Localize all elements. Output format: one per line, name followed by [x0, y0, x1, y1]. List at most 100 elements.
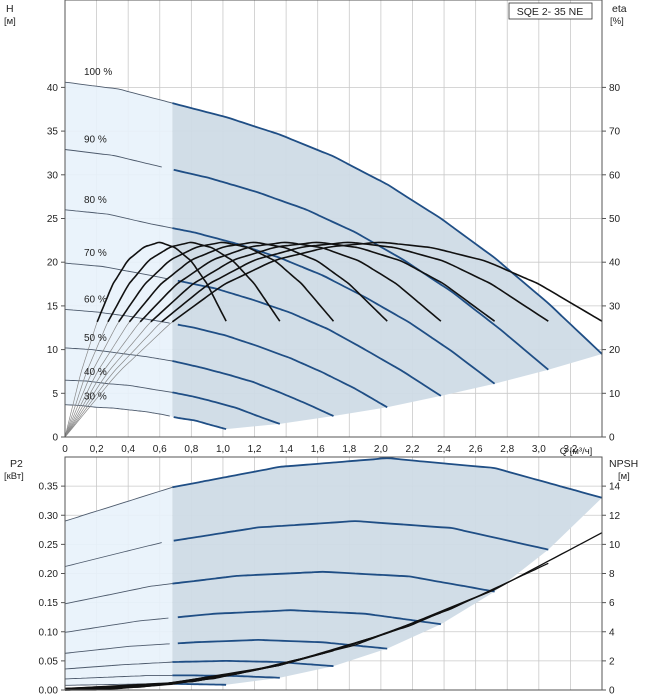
- eta-curve: [139, 241, 442, 323]
- x-tick-label: 1,6: [311, 444, 325, 455]
- power-left-tick-label: 0.35: [39, 482, 59, 493]
- speed-label: 50 %: [84, 333, 107, 344]
- eta-axis-unit: [%]: [610, 16, 624, 27]
- head-axis-label: H: [6, 3, 14, 15]
- head-left-tick-label: 10: [47, 345, 59, 356]
- x-tick-label: 2,8: [500, 444, 514, 455]
- power-extended-zone: [65, 487, 173, 686]
- head-plot-frame: [64, 0, 603, 438]
- power-left-tick-label: 0.00: [39, 686, 59, 697]
- head-right-tick-label: 40: [609, 258, 621, 269]
- power-curve-90pct: [173, 520, 549, 551]
- x-tick-label: 2,4: [437, 444, 451, 455]
- power-curve-50pct: [172, 659, 334, 667]
- head-curve-60pct: [177, 323, 388, 409]
- head-left-tick-label: 0: [52, 433, 58, 444]
- power-right-tick-label: 12: [609, 511, 621, 522]
- x-tick-label: 1,8: [342, 444, 356, 455]
- power-left-tick-label: 0.25: [39, 540, 59, 551]
- x-tick-label: 3,2: [563, 444, 577, 455]
- power-right-tick-label: 0: [609, 686, 615, 697]
- head-right-tick-label: 80: [609, 83, 621, 94]
- speed-label: 90 %: [84, 134, 107, 145]
- head-left-tick-label: 40: [47, 83, 59, 94]
- head-curve-30pct: [173, 416, 227, 430]
- eta-curve: [107, 241, 281, 323]
- head-curve-40pct: [172, 391, 281, 425]
- head-right-tick-label: 20: [609, 345, 621, 356]
- x-tick-label: 0,6: [153, 444, 167, 455]
- npsh-curves: [64, 532, 603, 691]
- x-tick-label: 0,2: [90, 444, 104, 455]
- power-left-tick-label: 0.20: [39, 569, 59, 580]
- head-left-tick-label: 15: [47, 301, 59, 312]
- x-tick-label: 0,8: [184, 444, 198, 455]
- head-recommended-zone: [172, 103, 602, 430]
- head-left-tick-label: 30: [47, 170, 59, 181]
- head-right-tick-label: 30: [609, 301, 621, 312]
- power-recommended-zone: [172, 458, 602, 685]
- chart-title: SQE 2- 35 NE: [517, 6, 584, 18]
- eta-curve: [96, 241, 227, 323]
- power-curve-extended: [64, 674, 173, 680]
- power-curve-extended: [64, 617, 169, 633]
- power-right-tick-label: 4: [609, 627, 615, 638]
- power-left-tick-label: 0.10: [39, 627, 59, 638]
- flow-axis-label: Q [м³/ч]: [560, 446, 593, 457]
- head-curve-extended: [64, 209, 173, 229]
- npsh-axis-label: NPSH: [609, 458, 638, 470]
- power-right-tick-label: 14: [609, 482, 621, 493]
- head-left-tick-label: 25: [47, 214, 59, 225]
- head-curve-100pct: [172, 102, 603, 355]
- power-plot-frame: [64, 456, 603, 691]
- power-curve-70pct: [177, 609, 442, 626]
- power-left-tick-label: 0.30: [39, 511, 59, 522]
- head-efficiency-panel: 100 % 90 % 80 % 70 % 60 % 50 % 40 % 30 % 0 0,2 0,…: [4, 0, 627, 457]
- x-tick-label: 2,0: [374, 444, 388, 455]
- model-label-box: [508, 2, 593, 20]
- power-curve-30pct: [173, 682, 227, 686]
- x-tick-label: 1,4: [279, 444, 293, 455]
- speed-label: 40 %: [84, 367, 107, 378]
- head-curve-extended: [64, 379, 173, 393]
- eta-curve: [171, 241, 603, 323]
- head-curve-70pct: [177, 279, 442, 397]
- power-curve-80pct: [172, 570, 495, 593]
- power-operating-region: [65, 458, 602, 686]
- head-curve-90pct: [173, 168, 549, 371]
- power-left-tick-label: 0.15: [39, 598, 59, 609]
- power-curve-extended: [64, 583, 173, 605]
- eta-curve: [161, 241, 549, 323]
- head-right-tick-label: 60: [609, 170, 621, 181]
- npsh-axis-unit: [м]: [618, 471, 630, 482]
- head-curve-extended: [64, 404, 170, 417]
- head-axis-ticks: 0 0,2 0,4 0,6 0,8 1,0 1,2 1,4 1,6 1,8 2,0 2,2 2,4 2,6…: [47, 83, 621, 455]
- efficiency-curves: [64, 241, 603, 438]
- head-curve-extended: [64, 262, 169, 280]
- power-left-tick-label: 0.05: [39, 656, 59, 667]
- x-tick-label: 0,4: [121, 444, 135, 455]
- speed-label: 100 %: [84, 67, 112, 78]
- head-curve-extended: [64, 347, 173, 362]
- power-right-tick-label: 8: [609, 569, 615, 580]
- head-right-tick-label: 70: [609, 127, 621, 138]
- x-tick-label: 0: [62, 444, 68, 455]
- head-curve-80pct: [172, 227, 496, 385]
- power-axis-unit: [кВт]: [4, 471, 24, 482]
- power-axis-ticks: 0.00 0.05 0.10 0.15 0.20 0.25 0.30 0.35 0 2 4 6 8 10 1…: [39, 482, 621, 697]
- head-operating-region: [65, 82, 602, 430]
- x-tick-label: 2,2: [406, 444, 420, 455]
- power-curve-extended: [64, 542, 162, 567]
- power-npsh-panel: 0.00 0.05 0.10 0.15 0.20 0.25 0.30 0.35 0 2 4 6 8 10 1…: [4, 456, 638, 697]
- power-curve-extended: [64, 661, 173, 670]
- head-axis-unit: [м]: [4, 16, 16, 27]
- head-left-tick-label: 20: [47, 258, 59, 269]
- x-tick-label: 2,6: [469, 444, 483, 455]
- power-right-tick-label: 10: [609, 540, 621, 551]
- x-tick-label: 1,2: [248, 444, 262, 455]
- eta-curve: [118, 241, 335, 323]
- head-curve-extended: [64, 81, 173, 104]
- speed-label: 60 %: [84, 294, 107, 305]
- head-curve-extended: [64, 149, 162, 168]
